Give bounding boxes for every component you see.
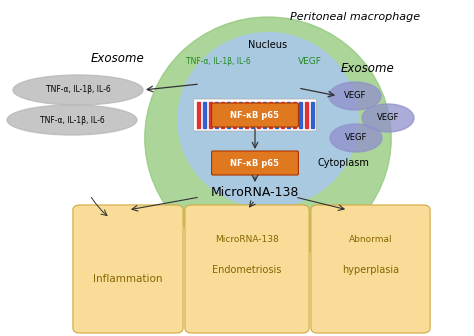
Bar [233,102,236,128]
Ellipse shape [13,75,143,105]
Text: Endometriosis: Endometriosis [212,265,282,275]
FancyBboxPatch shape [311,205,430,333]
Text: Cytoplasm: Cytoplasm [318,158,370,168]
Ellipse shape [329,82,381,110]
Bar [209,102,212,128]
Bar [245,102,248,128]
Text: Nucleus: Nucleus [248,40,288,50]
FancyBboxPatch shape [193,99,317,131]
Text: Exosome: Exosome [91,51,145,65]
FancyBboxPatch shape [73,205,183,333]
Text: Inflammation: Inflammation [93,274,163,284]
FancyBboxPatch shape [185,205,309,333]
Bar [299,102,302,128]
Bar [293,102,296,128]
Text: MicroRNA-138: MicroRNA-138 [215,236,279,245]
Bar [263,102,266,128]
Text: NF-κB p65: NF-κB p65 [230,159,280,168]
Bar [275,102,278,128]
Text: NF-κB p65: NF-κB p65 [230,111,280,120]
Bar [215,102,218,128]
Text: VEGF: VEGF [377,114,399,123]
Bar [221,102,224,128]
Text: TNF-α, IL-1β, IL-6: TNF-α, IL-1β, IL-6 [46,85,110,94]
Bar [197,102,200,128]
Bar [311,102,314,128]
Text: TNF-α, IL-1β, IL-6: TNF-α, IL-1β, IL-6 [40,116,104,125]
Bar [281,102,284,128]
Text: VEGF: VEGF [345,133,367,142]
FancyBboxPatch shape [211,151,299,175]
Text: Peritoneal macrophage: Peritoneal macrophage [290,12,420,22]
Ellipse shape [330,124,382,152]
Text: VEGF: VEGF [344,91,366,100]
Text: hyperplasia: hyperplasia [342,265,399,275]
Text: MicroRNA-138: MicroRNA-138 [211,185,299,199]
Ellipse shape [145,17,391,259]
FancyBboxPatch shape [211,103,299,127]
Bar [287,102,290,128]
Bar [257,102,260,128]
Bar [203,102,206,128]
Ellipse shape [178,33,358,207]
Ellipse shape [7,105,137,135]
Bar [227,102,230,128]
Bar [269,102,272,128]
Ellipse shape [362,104,414,132]
Text: TNF-α, IL-1β, IL-6: TNF-α, IL-1β, IL-6 [186,57,250,67]
Bar [239,102,242,128]
Text: VEGF: VEGF [298,57,322,67]
Text: Exosome: Exosome [341,61,395,75]
Bar [305,102,308,128]
Text: Abnormal: Abnormal [349,236,392,245]
Bar [251,102,254,128]
